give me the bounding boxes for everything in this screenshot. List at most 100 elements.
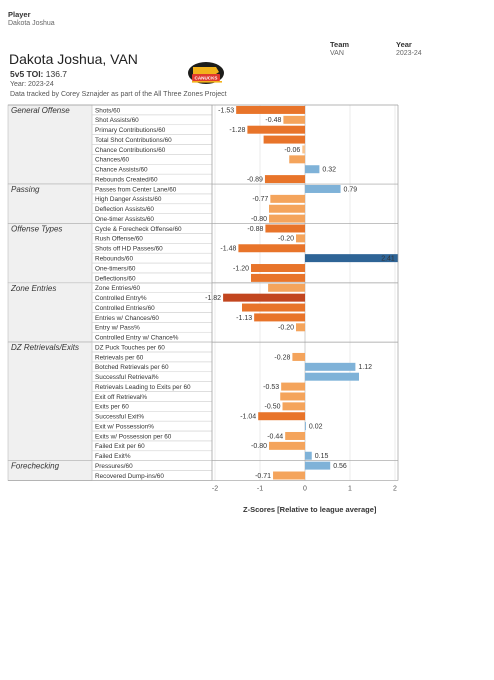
bar <box>254 313 305 322</box>
data-label: -0.80 <box>251 443 267 450</box>
metric-label: Entry w/ Pass% <box>95 325 140 332</box>
metric-label: Successful Exit% <box>95 414 144 421</box>
metric-label: Controlled Entry% <box>95 295 147 302</box>
group-cell <box>7 104 93 185</box>
bar <box>268 283 305 292</box>
toi-line: 5v5 TOI: 136.7 <box>10 69 67 79</box>
year-filter-label: Year <box>396 40 412 49</box>
year-filter-value[interactable]: 2023-24 <box>396 50 422 57</box>
year-text: Year: 2023-24 <box>10 81 54 88</box>
metric-label: Chance Contributions/60 <box>95 147 166 154</box>
data-label: -0.71 <box>255 473 271 480</box>
data-label: -0.80 <box>251 216 267 223</box>
bar <box>282 402 305 411</box>
data-label: -0.48 <box>265 117 281 124</box>
metric-label: Rebounds Created/60 <box>95 176 158 183</box>
bar <box>251 264 305 273</box>
bar <box>280 392 305 401</box>
bar <box>302 145 305 154</box>
bar <box>236 105 305 114</box>
data-label: -0.89 <box>247 176 263 183</box>
metric-label: Controlled Entry w/ Chance% <box>95 335 179 342</box>
metric-label: DZ Puck Touches per 60 <box>95 344 165 351</box>
team-filter-value[interactable]: VAN <box>330 50 344 57</box>
bar <box>269 441 305 450</box>
data-label: -1.28 <box>229 127 245 134</box>
metric-label: Exit w/ Possession% <box>95 423 154 430</box>
metric-label: Successful Retrieval% <box>95 374 159 381</box>
group-label: Offense Types <box>11 225 62 234</box>
data-label: -0.28 <box>274 354 290 361</box>
metric-label: Total Shot Contributions/60 <box>95 137 172 144</box>
metric-label: Failed Exit% <box>95 453 131 460</box>
data-label: -0.20 <box>278 325 294 332</box>
bar <box>305 372 359 381</box>
data-label: -0.77 <box>252 196 268 203</box>
bar <box>270 194 305 203</box>
bar <box>242 303 305 312</box>
metric-label: Rush Offense/60 <box>95 236 143 243</box>
group-label: General Offense <box>11 106 70 115</box>
bar <box>305 184 341 193</box>
data-label: 0.32 <box>322 167 336 174</box>
data-label: -1.04 <box>240 414 256 421</box>
data-label: 0.15 <box>315 453 329 460</box>
metric-label: Passes from Center Lane/60 <box>95 186 177 193</box>
metric-label: Shot Assists/60 <box>95 117 139 124</box>
metric-label: Exits per 60 <box>95 404 129 411</box>
metric-label: Pressures/60 <box>95 463 133 470</box>
metric-label: Zone Entries/60 <box>95 285 141 292</box>
canucks-skate-logo-icon: CANUCKS <box>188 62 224 84</box>
bar <box>305 165 320 174</box>
credit-text: Data tracked by Corey Sznajder as part o… <box>10 91 227 98</box>
data-label: -1.48 <box>220 246 236 253</box>
data-label: -0.06 <box>284 147 300 154</box>
player-filter-value[interactable]: Dakota Joshua <box>8 20 55 27</box>
bar <box>305 451 312 460</box>
data-label: -1.53 <box>218 107 234 114</box>
x-tick-label: -2 <box>212 485 218 492</box>
metric-label: Retrievals per 60 <box>95 354 144 361</box>
x-axis-title: Z-Scores [Relative to league average] <box>243 505 377 514</box>
bar <box>296 234 305 243</box>
x-tick-label: -1 <box>257 485 263 492</box>
metric-label: Rebounds/60 <box>95 256 133 263</box>
group-label: Zone Entries <box>10 284 56 293</box>
bar <box>296 323 305 332</box>
bar <box>247 125 305 134</box>
metric-label: Shots/60 <box>95 107 121 114</box>
data-label: -0.44 <box>267 433 283 440</box>
x-tick-label: 2 <box>393 485 397 492</box>
metric-label: Failed Exit per 60 <box>95 443 145 450</box>
team-filter-label: Team <box>330 40 350 49</box>
metric-label: Controlled Entries/60 <box>95 305 155 312</box>
bar <box>251 273 305 282</box>
data-label: -1.13 <box>236 315 252 322</box>
x-tick-label: 0 <box>303 485 307 492</box>
data-label: -0.88 <box>247 226 263 233</box>
bar <box>305 422 306 431</box>
bar <box>305 362 356 371</box>
data-label: 0.56 <box>333 463 347 470</box>
toi-value: 136.7 <box>45 69 68 79</box>
bar <box>269 214 305 223</box>
data-label: -0.53 <box>263 384 279 391</box>
metric-label: Chance Assists/60 <box>95 167 148 174</box>
data-label: 2.41 <box>381 256 395 263</box>
bar <box>263 135 305 144</box>
metric-label: Exits w/ Possession per 60 <box>95 433 172 440</box>
data-label: -0.20 <box>278 236 294 243</box>
metric-label: Chances/60 <box>95 157 130 164</box>
metric-label: Cycle & Forecheck Offense/60 <box>95 226 182 233</box>
metric-label: Exit off Retrieval% <box>95 394 147 401</box>
group-cell <box>7 223 93 284</box>
data-label: -1.82 <box>205 295 221 302</box>
bar <box>283 115 305 124</box>
bar <box>269 204 305 213</box>
bar <box>273 471 305 480</box>
metric-label: Shots off HD Passes/60 <box>95 246 163 253</box>
metric-label: Recovered Dump-ins/60 <box>95 473 164 480</box>
data-label: -0.50 <box>265 404 281 411</box>
bar <box>238 244 305 253</box>
